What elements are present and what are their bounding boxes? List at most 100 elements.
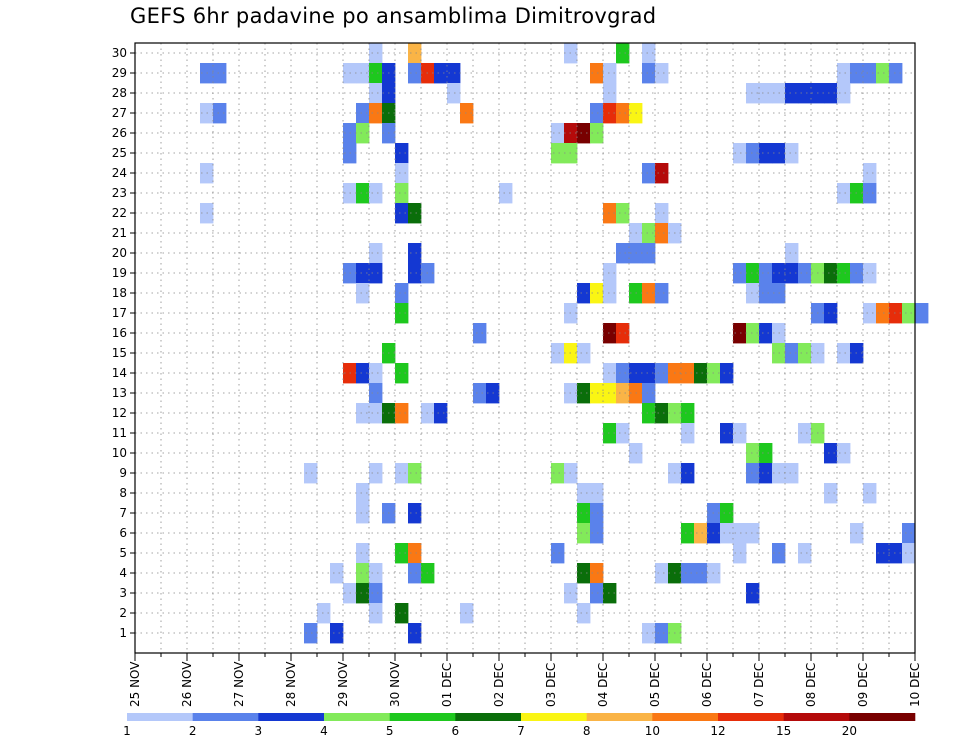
heatmap-cell <box>837 343 851 364</box>
heatmap-cell <box>330 563 344 584</box>
heatmap-cell <box>785 463 799 484</box>
heatmap-cell <box>837 263 851 284</box>
colorbar-label: 5 <box>386 724 394 738</box>
y-tick-label: 13 <box>112 386 127 400</box>
heatmap-cell <box>577 383 591 404</box>
heatmap-cell <box>551 343 565 364</box>
heatmap-cell <box>369 583 383 604</box>
heatmap-cell <box>642 623 656 644</box>
heatmap-cell <box>733 423 747 444</box>
colorbar-swatch <box>192 713 259 721</box>
heatmap-cell <box>876 63 890 84</box>
heatmap-cell <box>603 283 617 304</box>
heatmap-cell <box>902 543 916 564</box>
heatmap-cell <box>603 423 617 444</box>
heatmap-cell <box>681 563 695 584</box>
heatmap-cell <box>473 323 487 344</box>
heatmap-cell <box>902 303 916 324</box>
heatmap-cell <box>655 223 669 244</box>
colorbar-swatch <box>849 713 916 721</box>
heatmap-cell <box>395 143 409 164</box>
colorbar-label: 15 <box>776 724 791 738</box>
heatmap-cell <box>369 183 383 204</box>
x-tick-label: 01 DEC <box>440 663 454 707</box>
y-tick-label: 9 <box>119 466 127 480</box>
heatmap-cell <box>746 463 760 484</box>
heatmap-cell <box>616 43 630 64</box>
heatmap-cell <box>369 603 383 624</box>
heatmap-cell <box>694 363 708 384</box>
y-tick-label: 22 <box>112 206 127 220</box>
heatmap-cell <box>759 143 773 164</box>
heatmap-cell <box>499 183 513 204</box>
heatmap-cell <box>863 303 877 324</box>
heatmap-cell <box>889 63 903 84</box>
heatmap-cell <box>655 563 669 584</box>
x-tick-label: 03 DEC <box>544 663 558 707</box>
heatmap-cell <box>304 623 318 644</box>
heatmap-cell <box>616 243 630 264</box>
heatmap-cell <box>824 443 838 464</box>
heatmap-cell <box>395 283 409 304</box>
heatmap-cell <box>369 83 383 104</box>
heatmap-cell <box>369 363 383 384</box>
heatmap-cell <box>590 583 604 604</box>
heatmap-cell <box>356 283 370 304</box>
colorbar-label: 8 <box>583 724 591 738</box>
heatmap-cell <box>902 523 916 544</box>
heatmap-cell <box>889 543 903 564</box>
heatmap-cell <box>798 423 812 444</box>
colorbar-label: 12 <box>710 724 725 738</box>
heatmap-cell <box>642 363 656 384</box>
colorbar-swatch <box>652 713 719 721</box>
heatmap-cell <box>408 63 422 84</box>
y-tick-label: 3 <box>119 586 127 600</box>
y-tick-label: 8 <box>119 486 127 500</box>
colorbar-swatch <box>389 713 456 721</box>
y-tick-label: 26 <box>112 126 127 140</box>
heatmap-cell <box>356 543 370 564</box>
heatmap-cell <box>720 523 734 544</box>
heatmap-cell <box>642 163 656 184</box>
heatmap-cell <box>590 123 604 144</box>
colorbar-swatch <box>718 713 784 721</box>
heatmap-cell <box>655 283 669 304</box>
heatmap-cell <box>785 343 799 364</box>
x-tick-label: 02 DEC <box>492 663 506 707</box>
heatmap-cell <box>577 503 591 524</box>
heatmap-cell <box>759 443 773 464</box>
x-tick-label: 25 NOV <box>128 661 142 707</box>
heatmap-cell <box>590 63 604 84</box>
heatmap-cell <box>395 463 409 484</box>
heatmap-cell <box>473 383 487 404</box>
heatmap-cell <box>551 543 565 564</box>
colorbar-swatch <box>521 713 587 721</box>
x-axis: 25 NOV 26 NOV 27 NOV 28 NOV 29 NOV 30 NOV 01 D… <box>128 653 922 707</box>
heatmap-cell <box>746 83 760 104</box>
heatmap-cell <box>408 463 422 484</box>
heatmap-cell <box>577 523 591 544</box>
heatmap-cell <box>642 283 656 304</box>
colorbar-label: 7 <box>517 724 525 738</box>
y-tick-label: 12 <box>112 406 127 420</box>
heatmap-cell <box>746 583 760 604</box>
heatmap-cell <box>720 363 734 384</box>
heatmap-cell <box>434 63 448 84</box>
heatmap-cell <box>798 543 812 564</box>
heatmap-cell <box>369 383 383 404</box>
heatmap-cell <box>681 363 695 384</box>
heatmap-cell <box>642 223 656 244</box>
heatmap-cell <box>408 563 422 584</box>
heatmap-cell <box>460 103 474 124</box>
heatmap-cell <box>551 123 565 144</box>
heatmap-cell <box>824 303 838 324</box>
x-tick-label: 28 NOV <box>284 661 298 707</box>
heatmap-cell <box>590 283 604 304</box>
heatmap-cell <box>681 423 695 444</box>
heatmap-cell <box>837 63 851 84</box>
y-tick-label: 1 <box>119 626 127 640</box>
heatmap-cell <box>616 423 630 444</box>
y-tick-label: 14 <box>112 366 127 380</box>
heatmap-cell <box>213 63 227 84</box>
heatmap-cell <box>785 143 799 164</box>
